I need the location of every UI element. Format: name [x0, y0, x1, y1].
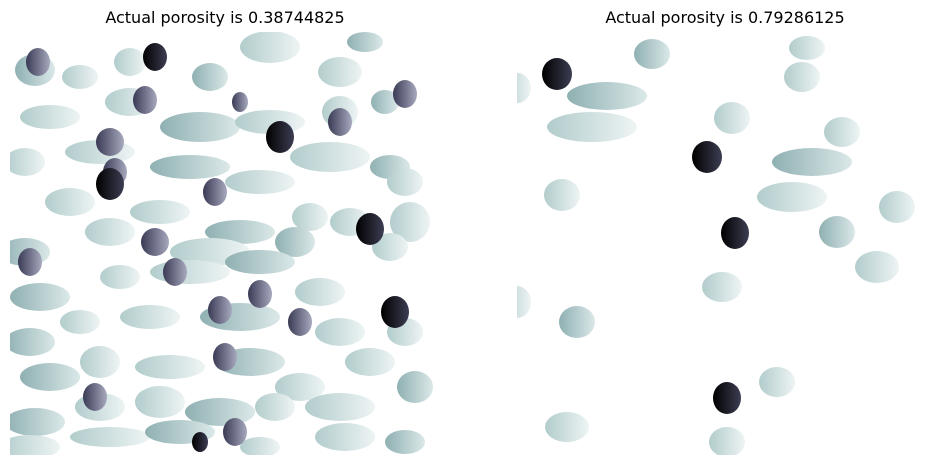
grain — [135, 355, 205, 379]
panel-title: Actual porosity is 0.38744825 — [105, 8, 345, 27]
grain — [305, 393, 375, 421]
grain — [62, 65, 98, 89]
grain — [135, 386, 185, 418]
grain — [150, 260, 230, 284]
grain — [517, 286, 531, 318]
grain — [240, 32, 300, 63]
dark-grain — [381, 296, 409, 328]
dark-grain — [26, 48, 50, 76]
grain — [114, 48, 146, 76]
grain — [192, 63, 228, 91]
grain — [20, 105, 80, 129]
grain — [150, 155, 230, 179]
dark-grain — [328, 108, 352, 136]
porosity-image — [10, 32, 433, 455]
grain — [567, 82, 647, 110]
dark-grain — [133, 86, 157, 114]
dark-grain — [721, 217, 749, 249]
dark-grain — [288, 308, 312, 336]
porosity-panel-right: Actual porosity is 0.79286125 — [500, 0, 950, 465]
grain — [772, 148, 852, 176]
grain — [390, 202, 430, 242]
grain — [100, 265, 140, 289]
grain — [80, 346, 120, 378]
grain — [225, 170, 295, 194]
dark-grain — [248, 280, 272, 308]
grain — [255, 393, 295, 421]
grain — [130, 200, 190, 224]
grain — [759, 367, 795, 397]
grain — [517, 73, 531, 103]
grain — [824, 117, 860, 147]
dark-grain — [713, 382, 741, 414]
grain — [205, 220, 275, 244]
grain — [295, 278, 345, 306]
dark-grain — [356, 213, 384, 245]
grain — [10, 408, 65, 436]
grain — [160, 112, 240, 142]
grain — [10, 283, 70, 311]
grain — [714, 102, 750, 134]
grain — [315, 423, 375, 451]
grain — [819, 216, 855, 248]
grain — [784, 62, 820, 92]
grain — [85, 218, 135, 246]
grain — [275, 373, 325, 401]
grain — [879, 191, 915, 223]
dark-grain — [692, 141, 722, 173]
grain — [547, 112, 637, 142]
porosity-panel-left: Actual porosity is 0.38744825 — [0, 0, 450, 465]
dark-grain — [83, 383, 107, 411]
dark-grain — [143, 43, 167, 71]
grain — [371, 90, 399, 114]
grain — [559, 306, 595, 338]
grain — [240, 437, 280, 455]
grain — [372, 233, 408, 261]
grain — [545, 412, 589, 442]
grain — [709, 427, 745, 455]
dark-grain — [96, 168, 124, 200]
dark-grain — [223, 418, 247, 446]
grain — [397, 371, 433, 403]
grain — [70, 427, 150, 447]
grain — [855, 251, 899, 283]
dark-grain — [18, 248, 42, 276]
grain — [20, 363, 80, 391]
grain — [347, 32, 383, 52]
dark-grain — [96, 128, 124, 156]
grain — [544, 179, 580, 211]
dark-grain — [203, 178, 227, 206]
grain — [290, 142, 370, 172]
grain — [10, 328, 55, 356]
grain — [318, 57, 362, 87]
grain — [275, 227, 315, 257]
grain — [225, 250, 295, 274]
grain — [292, 203, 328, 231]
dark-grain — [232, 92, 248, 112]
grain — [10, 435, 60, 455]
grain — [385, 430, 425, 454]
grain — [702, 272, 742, 302]
grain — [120, 305, 180, 329]
dark-grain — [213, 343, 237, 371]
grain — [634, 39, 670, 69]
dark-grain — [393, 80, 417, 108]
dark-grain — [542, 58, 572, 90]
dark-grain — [163, 258, 187, 286]
grain — [315, 318, 365, 346]
grain — [60, 310, 100, 334]
panel-title: Actual porosity is 0.79286125 — [605, 8, 845, 27]
grain — [757, 182, 827, 212]
dark-grain — [192, 432, 208, 452]
grain — [789, 36, 825, 60]
grain — [45, 188, 95, 216]
grain — [10, 148, 45, 176]
porosity-image — [517, 36, 915, 455]
grain — [345, 348, 395, 376]
dark-grain — [141, 228, 169, 256]
dark-grain — [266, 121, 294, 153]
dark-grain — [208, 296, 232, 324]
grain — [387, 168, 423, 196]
